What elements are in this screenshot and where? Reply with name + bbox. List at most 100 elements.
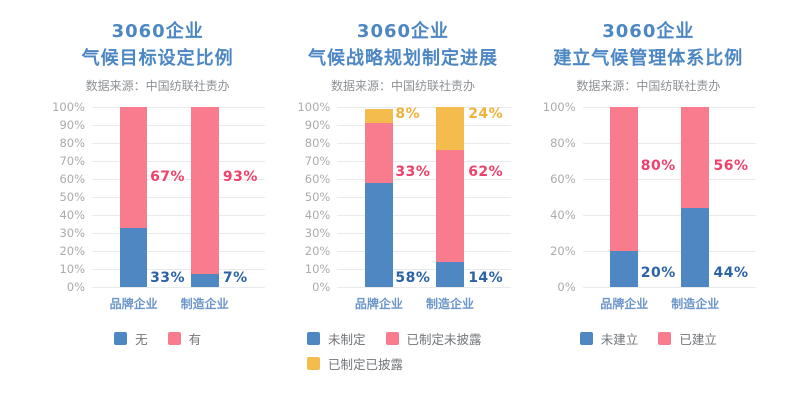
value-label: 56% [713, 158, 749, 175]
y-tick-label: 10% [59, 262, 85, 276]
x-category-label: 品牌企业 [354, 297, 403, 311]
y-axis: 100% 80% 60% 40% 20% 0% [541, 100, 583, 294]
plot-area: 58% 33% 8% 14% 62% 24% [337, 106, 511, 288]
y-tick-label: 20% [59, 244, 85, 258]
value-label: 93% [222, 169, 258, 186]
x-category-label: 品牌企业 [600, 297, 649, 311]
value-label: 44% [713, 264, 749, 281]
legend-label: 有 [188, 332, 202, 347]
value-label: 24% [468, 106, 504, 123]
bar-segment [119, 227, 148, 287]
legend-swatch-blue [579, 332, 593, 345]
bar-segment [436, 261, 464, 287]
chart-title-line1: 3060企业 [356, 21, 450, 42]
gridline [92, 197, 266, 198]
gridline [337, 143, 511, 144]
plot-column: 58% 33% 8% 14% 62% 24% 品牌企业 制造企业 [337, 106, 511, 315]
bar-segment [190, 107, 219, 275]
legend-label: 未制定 [327, 332, 366, 347]
bar-segment [681, 207, 710, 287]
legend-swatch-blue [306, 332, 320, 345]
value-label: 33% [150, 270, 186, 286]
value-label: 14% [468, 270, 504, 286]
chart-canvas: 100% 90% 80% 70% 60% 50% 40% 30% 20% 10% 0% 33% 67% 7… [50, 100, 266, 315]
bar-segment [190, 274, 219, 287]
y-axis: 100% 90% 80% 70% 60% 50% 40% 30% 20% 10% 0% [50, 100, 92, 294]
y-tick-label: 0% [66, 280, 85, 294]
bar-segment [610, 107, 639, 251]
gridline [337, 125, 511, 126]
legend-label: 未建立 [600, 332, 639, 347]
gridline [337, 161, 511, 162]
gridline [337, 215, 511, 216]
legend-label: 已制定已披露 [327, 357, 403, 372]
chart-title-line2: 气候目标设定比例 [81, 48, 234, 69]
x-axis-labels: 品牌企业 制造企业 [92, 291, 265, 315]
y-tick-label: 20% [304, 244, 331, 258]
bar-segment [365, 123, 393, 183]
gridline [92, 251, 266, 252]
y-axis: 100% 90% 80% 70% 60% 50% 40% 30% 20% 10% 0% [295, 100, 337, 294]
value-label: 33% [395, 163, 431, 180]
value-label: 8% [395, 106, 421, 123]
y-tick-label: 90% [304, 118, 331, 132]
stacked-bar [681, 107, 710, 287]
chart-canvas: 100% 80% 60% 40% 20% 0% 20% 80% 44% 56% 品牌企业 制造企业 [541, 100, 756, 315]
x-category-label: 制造企业 [425, 297, 474, 311]
chart-title-line1: 3060企业 [111, 21, 204, 42]
y-tick-label: 60% [304, 172, 331, 186]
chart-canvas: 100% 90% 80% 70% 60% 50% 40% 30% 20% 10% 0% 58% 33% 8… [295, 100, 511, 315]
legend-item: 已制定已披露 [306, 354, 403, 373]
y-tick-label: 0% [312, 280, 331, 294]
gridline [582, 251, 756, 252]
plot-column: 20% 80% 44% 56% 品牌企业 制造企业 [582, 107, 756, 315]
y-tick-label: 90% [59, 118, 85, 132]
bar-segment [436, 107, 464, 151]
y-tick-label: 80% [550, 136, 576, 150]
gridline [92, 161, 266, 162]
y-tick-label: 70% [59, 154, 85, 168]
stacked-bar [365, 107, 393, 287]
chart-panel-management-system: 3060企业 建立气候管理体系比例 数据来源：中国纺联社责办 100% 80% 60… [541, 10, 756, 373]
gridline [582, 143, 756, 144]
gridline [337, 287, 511, 288]
y-tick-label: 40% [59, 208, 85, 222]
plot-area: 33% 67% 7% 93% [92, 107, 266, 288]
bar-segment [436, 150, 464, 262]
legend-swatch-pink [167, 332, 181, 345]
bar-segment [610, 251, 639, 287]
chart-source: 数据来源：中国纺联社责办 [576, 79, 721, 93]
chart-title-line2: 建立气候管理体系比例 [553, 48, 744, 69]
bar-segment [365, 182, 393, 287]
y-tick-label: 80% [59, 136, 85, 150]
x-axis-labels: 品牌企业 制造企业 [337, 291, 510, 315]
legend-item: 无 [114, 329, 148, 348]
gridline [582, 215, 756, 216]
bar-segment [681, 107, 710, 208]
chart-source: 数据来源：中国纺联社责办 [330, 79, 475, 93]
legend-item: 有 [167, 329, 202, 348]
y-tick-label: 100% [542, 100, 576, 114]
y-tick-label: 100% [297, 100, 331, 114]
y-tick-label: 30% [59, 226, 85, 240]
chart-title-line2: 气候战略规划制定进展 [307, 48, 498, 69]
y-tick-label: 0% [557, 280, 576, 294]
gridline [337, 197, 511, 198]
gridline [92, 233, 266, 234]
legend-item: 未制定 [306, 329, 366, 348]
value-label: 67% [150, 169, 186, 186]
chart-title-line1: 3060企业 [602, 21, 695, 42]
y-tick-label: 50% [304, 190, 331, 204]
gridline [337, 251, 511, 252]
legend-label: 无 [135, 332, 148, 347]
gridline [92, 269, 266, 270]
gridline [337, 107, 511, 108]
legend-item: 未建立 [579, 329, 639, 348]
gridline [92, 215, 266, 216]
value-label: 80% [640, 158, 676, 175]
gridline [92, 143, 266, 144]
chart-title: 3060企业 建立气候管理体系比例 [553, 18, 743, 72]
x-category-label: 品牌企业 [109, 297, 158, 311]
gridline [92, 125, 266, 126]
y-tick-label: 40% [304, 208, 331, 222]
